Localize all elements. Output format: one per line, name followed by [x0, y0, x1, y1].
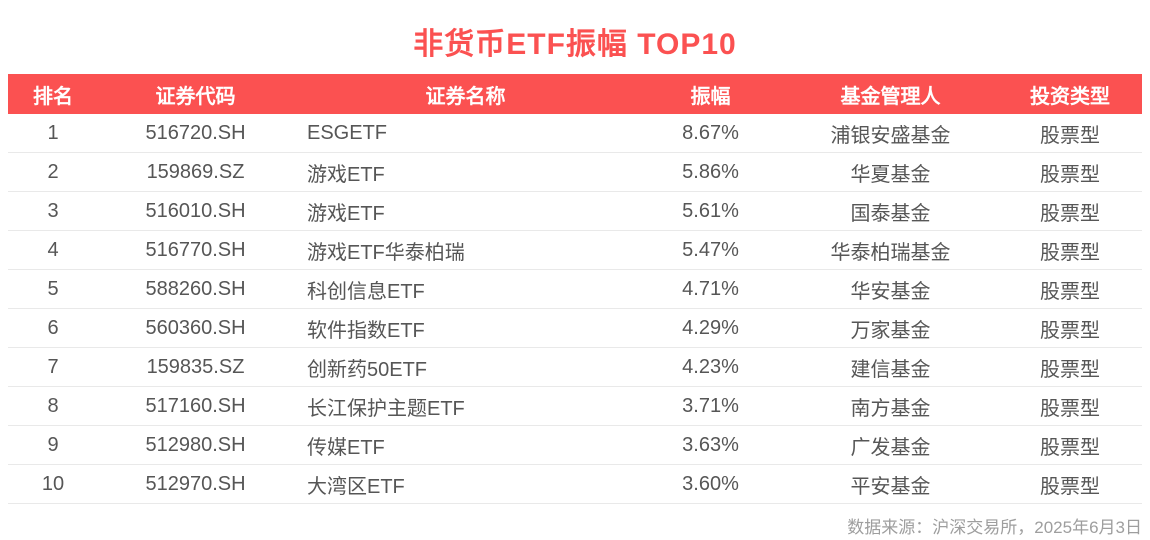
cell-manager: 华夏基金	[850, 163, 931, 186]
cell-name: 大湾区ETF	[307, 475, 405, 498]
cell-manager: 华泰柏瑞基金	[830, 241, 951, 264]
table-row: 4 516770.SH 游戏ETF华泰柏瑞 5.47% 华泰柏瑞基金 股票型	[8, 231, 1142, 270]
cell-type: 股票型	[1040, 436, 1100, 459]
cell-type: 股票型	[1040, 319, 1100, 342]
cell-manager: 浦银安盛基金	[830, 124, 951, 147]
table-row: 3 516010.SH 游戏ETF 5.61% 国泰基金 股票型	[8, 192, 1142, 231]
cell-rank: 3	[47, 199, 59, 222]
cell-amplitude: 3.71%	[682, 394, 739, 417]
header-rank: 排名	[33, 85, 73, 108]
cell-name: 创新药50ETF	[307, 358, 428, 381]
cell-amplitude: 4.23%	[682, 355, 739, 378]
table-row: 6 560360.SH 软件指数ETF 4.29% 万家基金 股票型	[8, 309, 1142, 348]
cell-rank: 9	[47, 433, 59, 456]
cell-code: 516010.SH	[145, 199, 246, 222]
cell-manager: 建信基金	[850, 358, 931, 381]
header-code: 证券代码	[155, 85, 236, 108]
table-row: 7 159835.SZ 创新药50ETF 4.23% 建信基金 股票型	[8, 348, 1142, 387]
table-row: 1 516720.SH ESGETF 8.67% 浦银安盛基金 股票型	[8, 114, 1142, 153]
cell-code: 159835.SZ	[146, 355, 245, 378]
cell-manager: 国泰基金	[850, 202, 931, 225]
cell-code: 159869.SZ	[146, 160, 245, 183]
cell-type: 股票型	[1040, 202, 1100, 225]
cell-rank: 1	[47, 121, 59, 144]
cell-rank: 2	[47, 160, 59, 183]
cell-rank: 6	[47, 316, 59, 339]
cell-rank: 10	[41, 472, 65, 495]
page-title: 非货币ETF振幅 TOP10	[413, 28, 737, 61]
cell-rank: 4	[47, 238, 59, 261]
data-source-note: 数据来源：沪深交易所，2025年6月3日	[847, 518, 1142, 537]
header-name: 证券名称	[425, 85, 506, 108]
cell-type: 股票型	[1040, 124, 1100, 147]
cell-code: 560360.SH	[145, 316, 246, 339]
cell-code: 517160.SH	[145, 394, 246, 417]
cell-name: 游戏ETF	[307, 202, 385, 225]
cell-manager: 华安基金	[850, 280, 931, 303]
cell-amplitude: 5.61%	[682, 199, 739, 222]
table-row: 2 159869.SZ 游戏ETF 5.86% 华夏基金 股票型	[8, 153, 1142, 192]
table-row: 5 588260.SH 科创信息ETF 4.71% 华安基金 股票型	[8, 270, 1142, 309]
table-row: 8 517160.SH 长江保护主题ETF 3.71% 南方基金 股票型	[8, 387, 1142, 426]
cell-type: 股票型	[1040, 163, 1100, 186]
header-type: 投资类型	[1030, 85, 1110, 108]
cell-type: 股票型	[1040, 358, 1100, 381]
cell-amplitude: 8.67%	[682, 121, 739, 144]
cell-amplitude: 3.63%	[682, 433, 739, 456]
cell-code: 516770.SH	[145, 238, 246, 261]
cell-type: 股票型	[1040, 241, 1100, 264]
cell-name: 长江保护主题ETF	[307, 397, 465, 420]
cell-type: 股票型	[1040, 475, 1100, 498]
cell-code: 512980.SH	[145, 433, 246, 456]
cell-name: 游戏ETF华泰柏瑞	[307, 241, 465, 264]
cell-amplitude: 4.71%	[682, 277, 739, 300]
cell-manager: 南方基金	[850, 397, 931, 420]
cell-name: ESGETF	[307, 121, 388, 144]
table-row: 10 512970.SH 大湾区ETF 3.60% 平安基金 股票型	[8, 465, 1142, 504]
cell-rank: 7	[47, 355, 59, 378]
cell-type: 股票型	[1040, 397, 1100, 420]
cell-amplitude: 5.86%	[682, 160, 739, 183]
header-amplitude: 振幅	[690, 85, 731, 108]
header-manager: 基金管理人	[840, 85, 941, 108]
cell-code: 588260.SH	[145, 277, 246, 300]
table-row: 9 512980.SH 传媒ETF 3.63% 广发基金 股票型	[8, 426, 1142, 465]
cell-rank: 5	[47, 277, 59, 300]
cell-manager: 万家基金	[850, 319, 931, 342]
cell-amplitude: 3.60%	[682, 472, 739, 495]
cell-amplitude: 5.47%	[682, 238, 739, 261]
cell-manager: 广发基金	[850, 436, 931, 459]
etf-amplitude-table: 排名 证券代码 证券名称 振幅 基金管理人 投资类型 1 516720.SH E…	[8, 74, 1142, 504]
cell-rank: 8	[47, 394, 59, 417]
cell-type: 股票型	[1040, 280, 1100, 303]
cell-name: 游戏ETF	[307, 163, 385, 186]
cell-code: 512970.SH	[145, 472, 246, 495]
cell-amplitude: 4.29%	[682, 316, 739, 339]
cell-name: 传媒ETF	[307, 436, 385, 459]
table-body: 1 516720.SH ESGETF 8.67% 浦银安盛基金 股票型 2 15…	[8, 114, 1142, 504]
table-header-row: 排名 证券代码 证券名称 振幅 基金管理人 投资类型	[8, 74, 1142, 114]
cell-name: 软件指数ETF	[307, 319, 425, 342]
cell-manager: 平安基金	[850, 475, 931, 498]
cell-code: 516720.SH	[145, 121, 246, 144]
cell-name: 科创信息ETF	[307, 280, 425, 303]
